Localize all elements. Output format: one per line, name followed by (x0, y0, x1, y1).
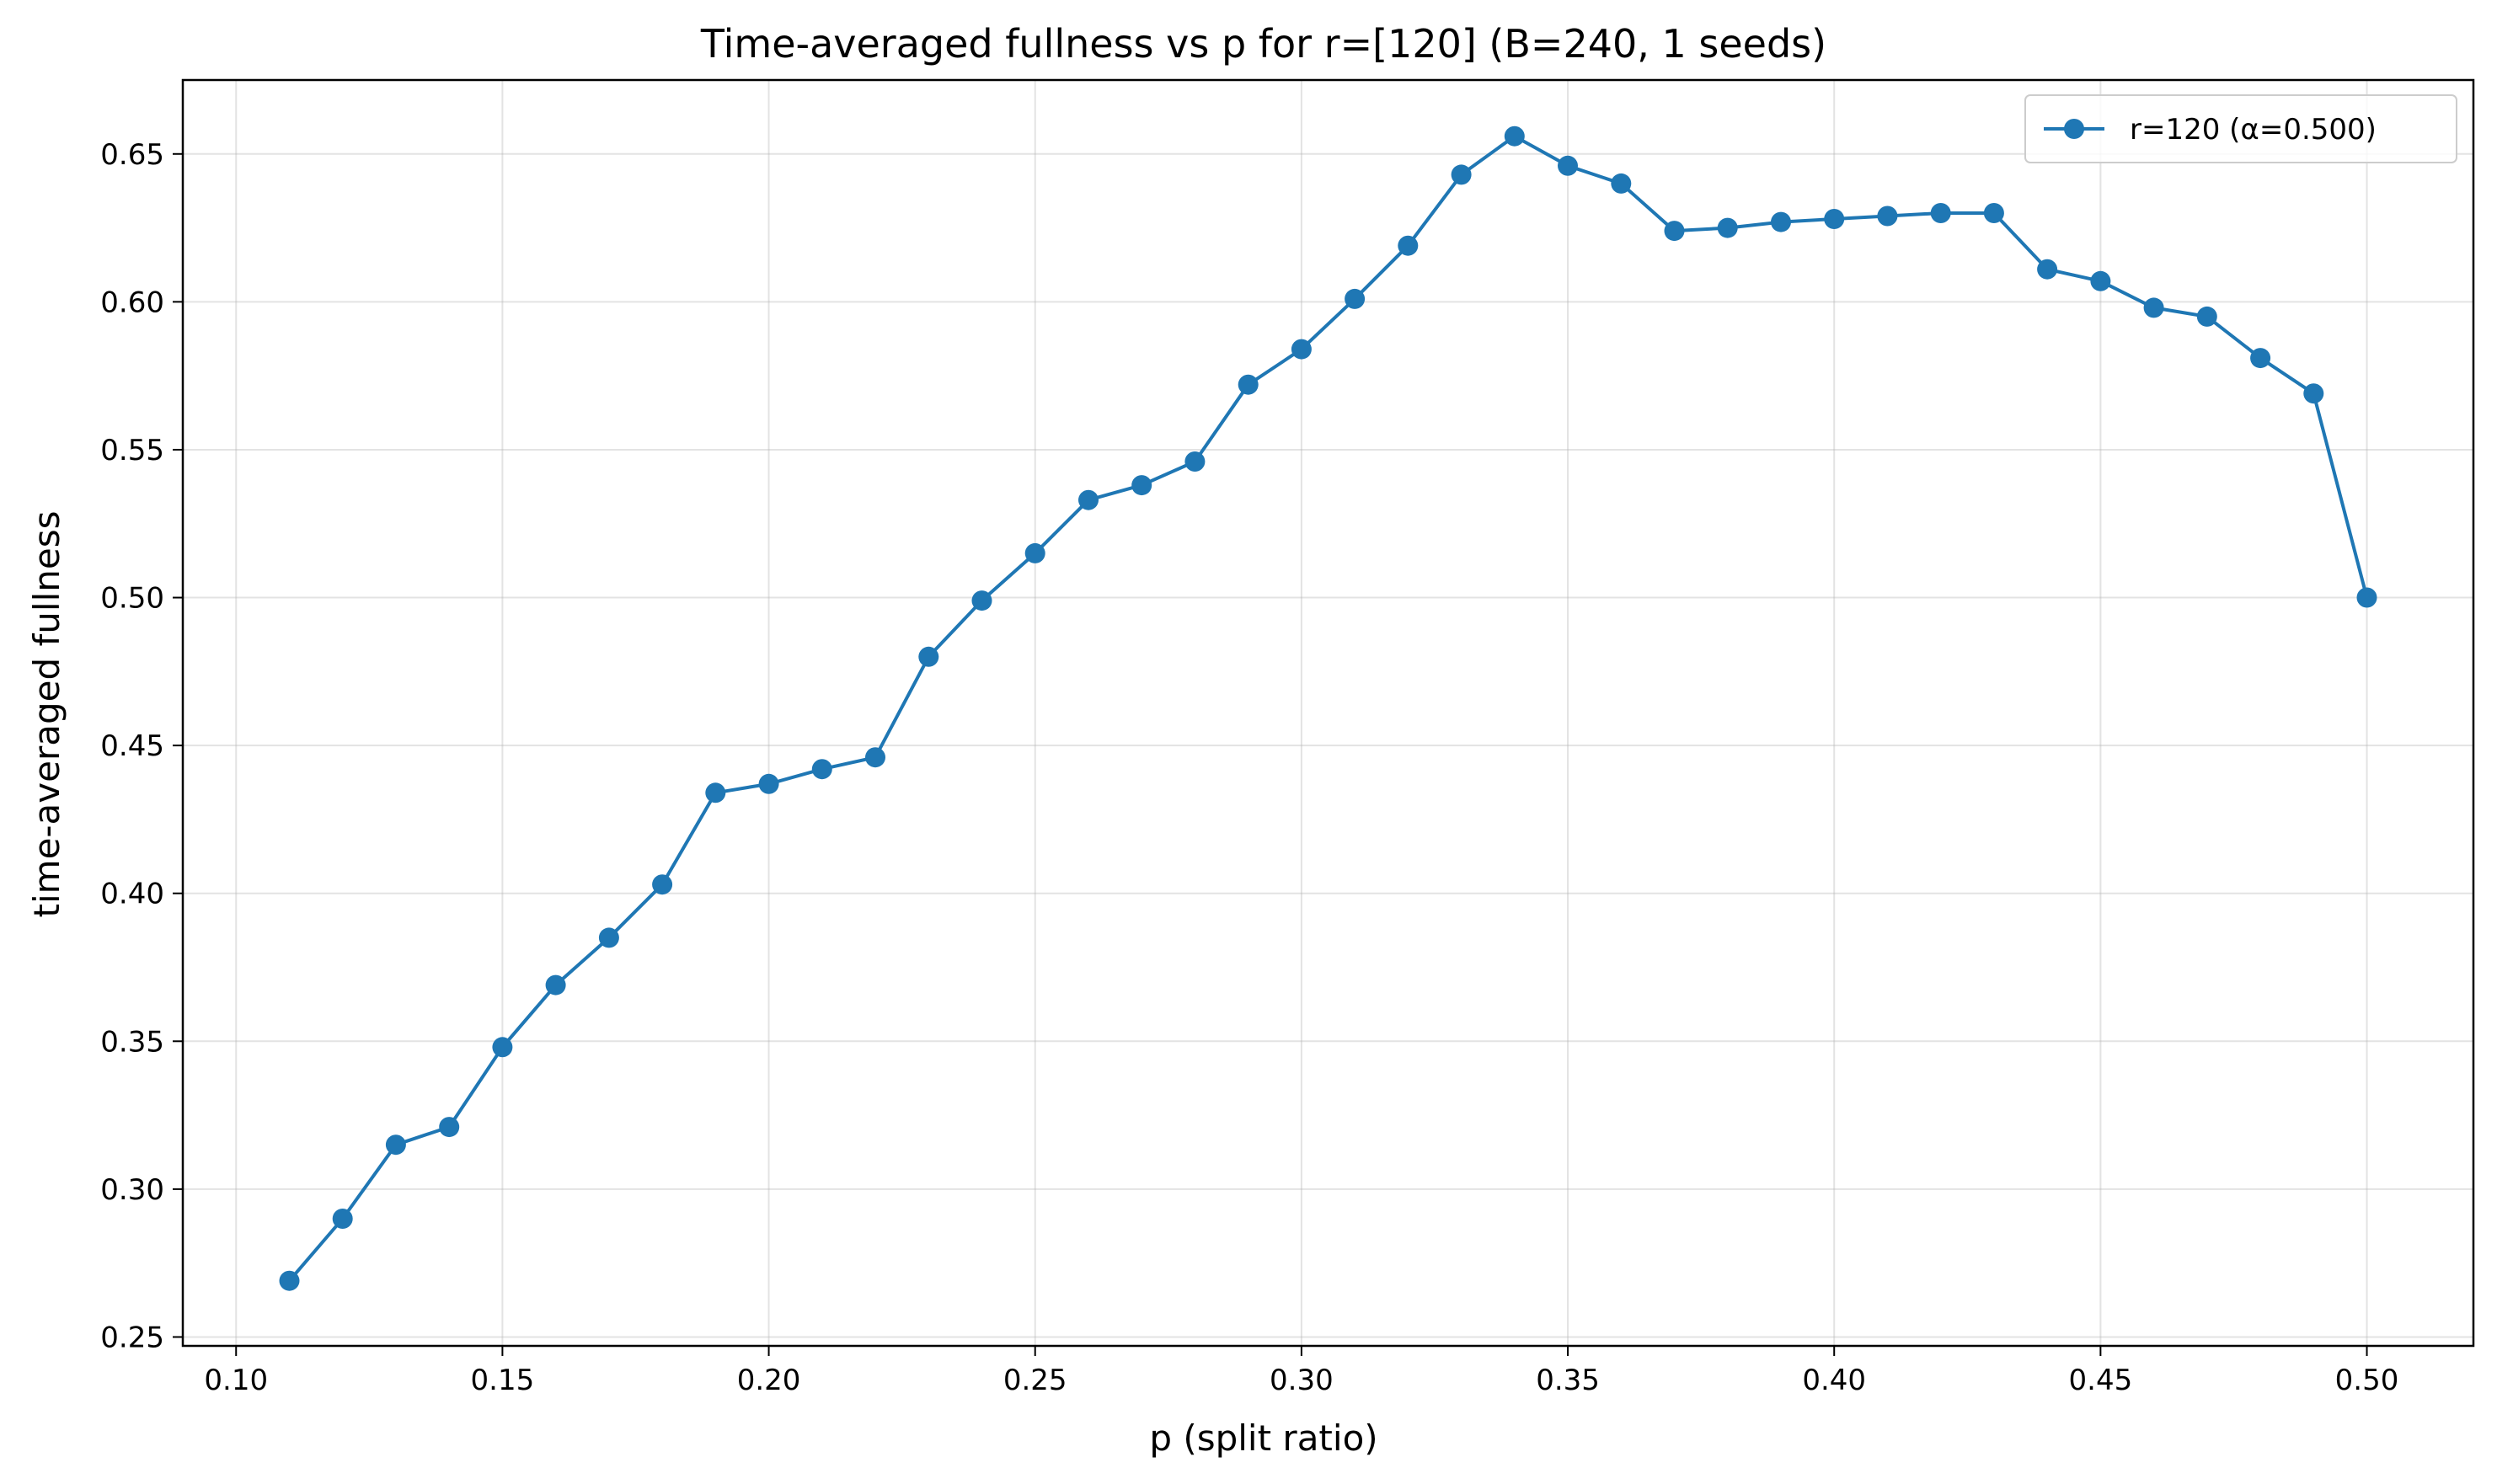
y-tick-label: 0.40 (100, 878, 164, 911)
x-tick-label: 0.45 (2069, 1364, 2133, 1397)
data-point (2037, 259, 2058, 280)
data-point (1238, 374, 1259, 395)
x-tick-label: 0.30 (1270, 1364, 1334, 1397)
series-layer (279, 125, 2377, 1291)
y-tick-label: 0.25 (100, 1321, 164, 1354)
y-tick-label: 0.55 (100, 434, 164, 467)
legend: r=120 (α=0.500) (2024, 94, 2457, 163)
y-tick-label: 0.35 (100, 1025, 164, 1059)
x-tick-label: 0.10 (204, 1364, 268, 1397)
axis-ticks: 0.10 0.15 0.20 0.25 0.30 0.35 0.40 0.45 0.50 0.25… (100, 138, 2398, 1397)
data-point (332, 1209, 353, 1229)
data-point (1877, 206, 1898, 227)
data-point (2196, 306, 2217, 327)
chart-title: Time-averaged fullness vs p for r=[120] … (700, 21, 1826, 67)
y-tick-label: 0.50 (100, 582, 164, 616)
data-point (2250, 348, 2271, 369)
x-tick-label: 0.50 (2335, 1364, 2399, 1397)
data-point (1930, 203, 1951, 223)
data-point (652, 874, 673, 895)
data-point (492, 1037, 513, 1058)
x-tick-label: 0.20 (737, 1364, 801, 1397)
plot-area-frame (181, 78, 2475, 1348)
data-point (865, 747, 885, 768)
data-point (598, 927, 619, 948)
data-point (705, 782, 726, 803)
legend-label: r=120 (α=0.500) (2130, 113, 2377, 147)
data-point (385, 1134, 406, 1156)
data-point (1131, 475, 1152, 496)
x-tick-label: 0.40 (1802, 1364, 1866, 1397)
data-point (1078, 489, 1099, 510)
data-point (1451, 164, 1472, 185)
data-point (2143, 297, 2164, 318)
y-tick-label: 0.30 (100, 1173, 164, 1207)
data-point (1024, 542, 1045, 563)
y-axis-label: time-averaged fullness (26, 511, 67, 918)
data-point (2303, 383, 2324, 404)
data-point (971, 590, 992, 611)
y-tick-label: 0.45 (100, 729, 164, 763)
data-point (2090, 270, 2111, 291)
data-point (1398, 235, 1419, 256)
data-point (1771, 211, 1791, 232)
data-point (545, 974, 566, 996)
data-point (758, 773, 779, 794)
data-point (1291, 339, 1312, 360)
data-point (439, 1117, 460, 1138)
data-point (1664, 221, 1685, 242)
x-tick-label: 0.15 (471, 1364, 535, 1397)
y-tick-label: 0.65 (100, 138, 164, 172)
data-point (1611, 173, 1632, 194)
data-point (918, 646, 939, 667)
data-point (1345, 288, 1366, 309)
data-point (1983, 203, 2004, 223)
data-point (1558, 155, 1578, 176)
y-tick-label: 0.60 (100, 286, 164, 319)
legend-marker (2064, 119, 2084, 139)
x-tick-label: 0.35 (1536, 1364, 1600, 1397)
data-point (1824, 209, 1845, 229)
data-point (1717, 217, 1738, 238)
data-point (811, 759, 832, 780)
x-tick-label: 0.25 (1003, 1364, 1067, 1397)
data-point (1184, 451, 1206, 472)
data-point (279, 1270, 300, 1291)
grid-lines (183, 80, 2473, 1346)
x-axis-label: p (split ratio) (1149, 1417, 1377, 1459)
data-point (2356, 587, 2377, 608)
series-line (287, 134, 2369, 1283)
legend-box (2024, 94, 2457, 163)
data-point (1504, 125, 1525, 147)
